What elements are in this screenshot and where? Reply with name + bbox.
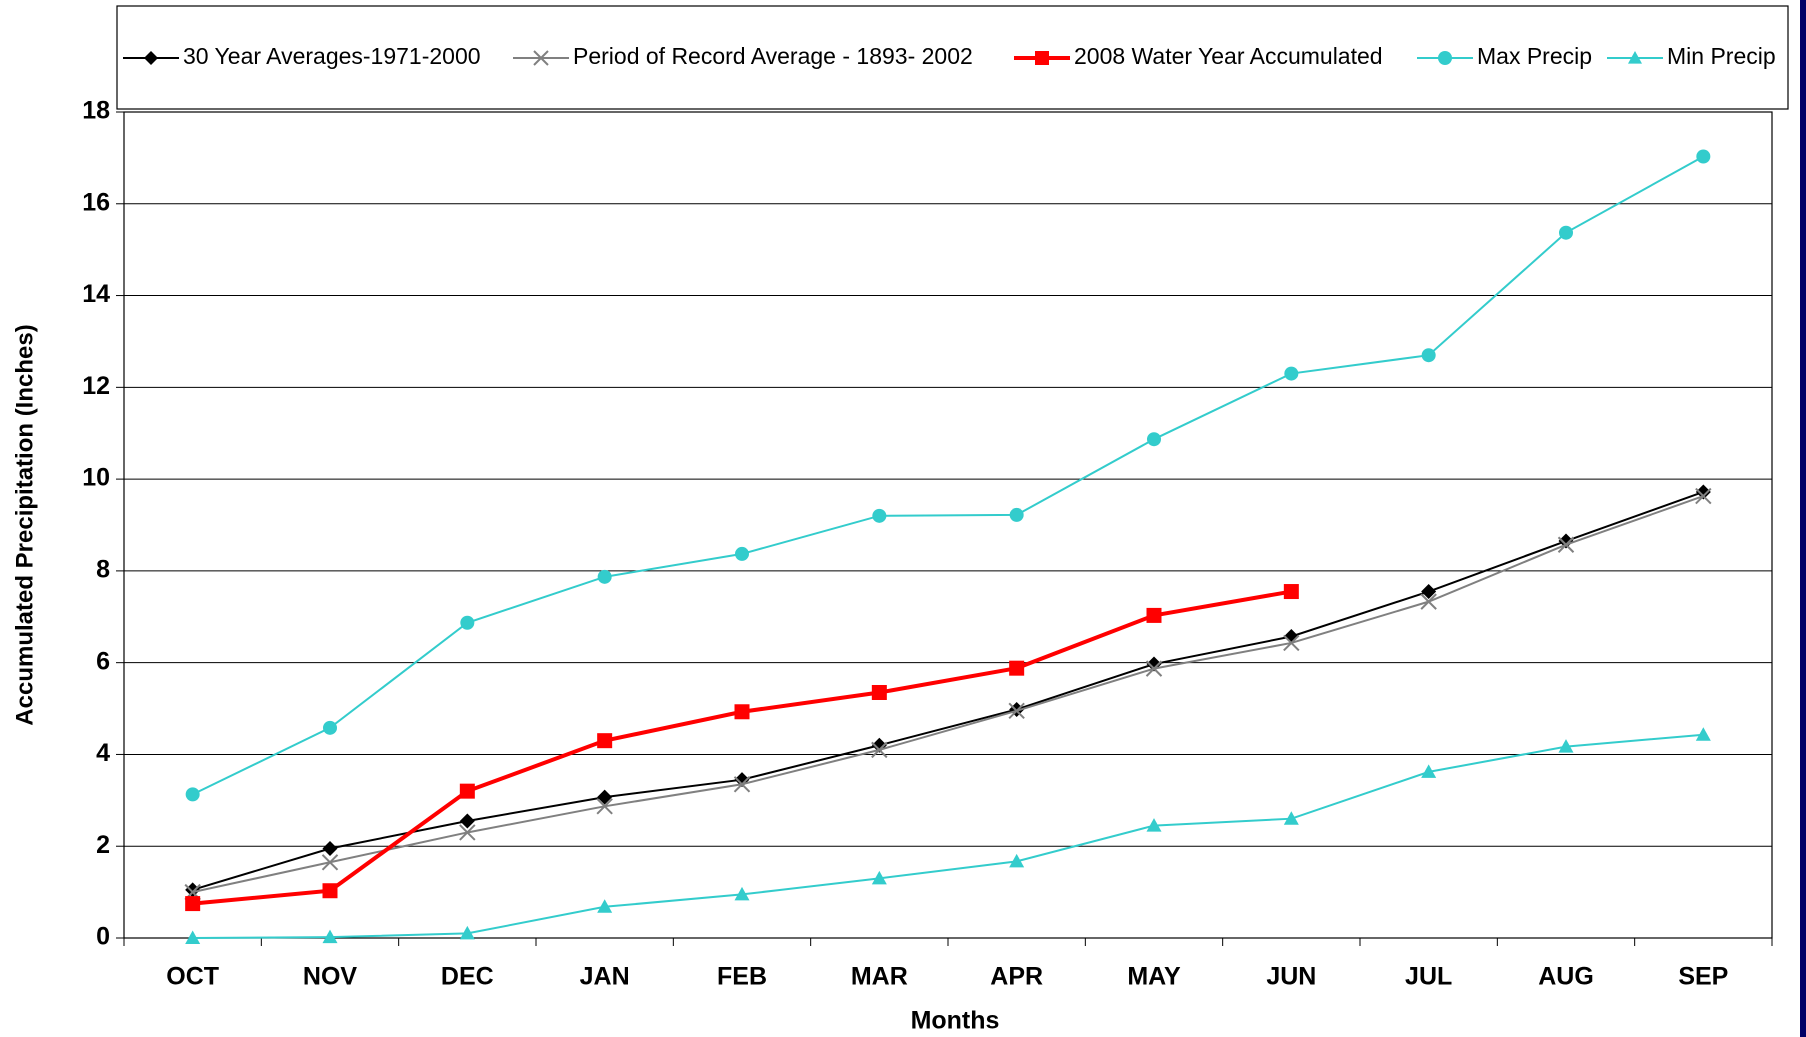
marker <box>597 733 613 749</box>
marker <box>185 787 200 802</box>
y-axis-label: Accumulated Precipitation (Inches) <box>11 324 38 725</box>
marker <box>1421 764 1437 778</box>
x-tick-label: APR <box>990 963 1043 991</box>
marker <box>597 569 612 584</box>
x-tick-label: JUN <box>1266 963 1316 991</box>
marker <box>734 704 750 720</box>
marker <box>459 783 475 799</box>
y-tick-label: 2 <box>96 831 110 859</box>
y-tick-label: 18 <box>82 97 110 125</box>
marker <box>1557 536 1575 553</box>
marker <box>1009 660 1025 676</box>
plot-area <box>123 111 1773 939</box>
marker <box>1696 149 1711 164</box>
marker <box>1008 702 1025 720</box>
marker <box>533 50 549 66</box>
legend-label: Period of Record Average - 1893- 2002 <box>573 43 973 69</box>
y-tick-label: 6 <box>96 647 110 675</box>
y-tick-label: 0 <box>96 923 110 951</box>
marker <box>597 789 613 805</box>
marker <box>1147 432 1161 447</box>
marker <box>597 899 613 913</box>
marker <box>460 615 475 630</box>
y-tick-label: 12 <box>82 372 110 400</box>
marker <box>596 798 613 815</box>
x-tick-label: DEC <box>441 963 494 991</box>
marker <box>185 896 201 912</box>
legend-label: Max Precip <box>1477 43 1592 69</box>
series-line <box>192 491 1704 891</box>
marker <box>459 824 476 841</box>
marker <box>1628 51 1642 64</box>
x-tick-label: MAY <box>1127 963 1181 991</box>
y-tick-label: 8 <box>96 555 110 583</box>
marker <box>1558 739 1574 753</box>
marker <box>459 925 475 940</box>
marker <box>322 841 338 857</box>
x-tick-label: JAN <box>580 963 630 991</box>
x-tick-label: JUL <box>1405 963 1452 991</box>
edge-strip <box>1800 0 1806 1037</box>
marker <box>323 720 337 735</box>
marker <box>1438 51 1452 65</box>
marker <box>1284 366 1299 381</box>
legend-label: 30 Year Averages-1971-2000 <box>183 43 481 69</box>
marker <box>1283 584 1299 600</box>
x-tick-label: AUG <box>1538 963 1594 991</box>
marker <box>733 776 751 793</box>
marker <box>1420 593 1437 610</box>
marker <box>1695 727 1711 741</box>
marker <box>1146 818 1162 832</box>
marker <box>1146 607 1162 623</box>
legend-box <box>116 5 1789 110</box>
marker <box>734 886 750 901</box>
marker <box>1421 348 1436 363</box>
x-axis-label: Months <box>911 1007 1000 1035</box>
marker <box>185 930 201 944</box>
marker <box>144 51 158 65</box>
marker <box>1009 507 1024 522</box>
series-line <box>192 495 1704 894</box>
marker <box>1283 811 1299 825</box>
marker <box>459 813 475 829</box>
y-tick-label: 16 <box>82 188 110 216</box>
marker <box>871 870 887 885</box>
x-tick-label: MAR <box>851 963 908 991</box>
marker <box>185 882 201 898</box>
marker <box>871 741 888 759</box>
x-tick-label: OCT <box>166 963 219 991</box>
marker <box>1695 487 1712 505</box>
marker <box>1559 225 1573 240</box>
marker <box>872 508 887 523</box>
marker <box>321 854 339 871</box>
marker <box>322 883 338 899</box>
marker <box>1558 533 1574 549</box>
marker <box>1421 584 1437 600</box>
marker <box>1145 660 1163 677</box>
marker <box>735 546 749 561</box>
marker <box>1009 853 1025 868</box>
legend-label: 2008 Water Year Accumulated <box>1074 43 1383 69</box>
marker <box>871 684 887 700</box>
y-tick-label: 10 <box>82 464 110 492</box>
x-tick-label: FEB <box>717 963 767 991</box>
x-tick-label: SEP <box>1678 963 1728 991</box>
marker <box>1695 484 1711 500</box>
x-tick-label: NOV <box>303 963 358 991</box>
marker <box>1035 51 1049 65</box>
legend-label: Min Precip <box>1667 43 1776 69</box>
series-line <box>192 733 1704 939</box>
marker <box>1283 634 1300 652</box>
series-line <box>192 155 1704 796</box>
marker <box>322 929 338 944</box>
y-tick-label: 4 <box>96 739 110 767</box>
y-tick-label: 14 <box>82 280 110 308</box>
